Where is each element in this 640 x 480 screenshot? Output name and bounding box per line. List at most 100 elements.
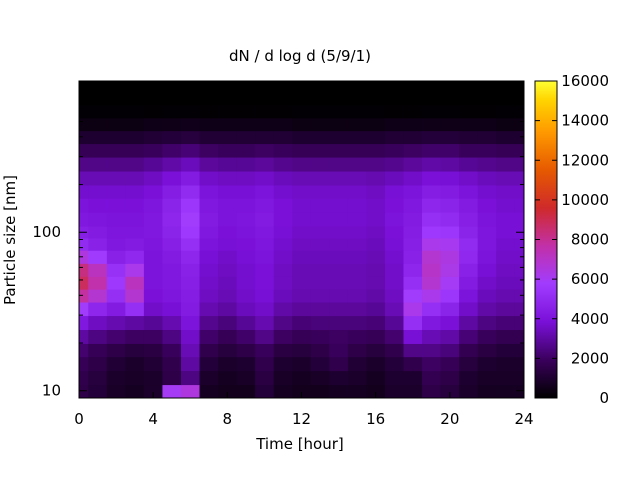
colorbar-tick-label: 10000 bbox=[561, 191, 609, 209]
heatmap-cell bbox=[514, 356, 524, 372]
heatmap-cell bbox=[218, 130, 238, 145]
heatmap-cell bbox=[403, 143, 423, 158]
heatmap-cell bbox=[255, 263, 275, 277]
heatmap-cell bbox=[180, 263, 201, 277]
heatmap-cell bbox=[310, 356, 330, 372]
heatmap-cell bbox=[347, 198, 367, 213]
heatmap-cell bbox=[199, 104, 219, 119]
heatmap-cell bbox=[459, 276, 479, 290]
heatmap-cell bbox=[422, 198, 442, 213]
heatmap-cell bbox=[273, 289, 293, 303]
heatmap-cell bbox=[496, 250, 516, 264]
heatmap-cell bbox=[514, 198, 524, 213]
heatmap-cell bbox=[384, 198, 405, 213]
heatmap-cell bbox=[162, 212, 182, 227]
heatmap-cell bbox=[477, 356, 497, 372]
heatmap-cell bbox=[199, 237, 219, 251]
heatmap-cell bbox=[218, 370, 238, 386]
heatmap-cell bbox=[310, 301, 330, 317]
heatmap-cell bbox=[366, 198, 386, 213]
heatmap-cell bbox=[236, 81, 256, 93]
heatmap-cell bbox=[143, 356, 164, 372]
heatmap-cell bbox=[366, 250, 386, 264]
heatmap-cell bbox=[347, 329, 367, 344]
heatmap-cell bbox=[218, 343, 238, 358]
heatmap-cell bbox=[384, 343, 405, 358]
heatmap-cell bbox=[329, 263, 349, 277]
heatmap-cell bbox=[347, 170, 367, 186]
heatmap-cell bbox=[422, 289, 442, 303]
heatmap-cell bbox=[310, 225, 330, 239]
heatmap-cell bbox=[255, 356, 275, 372]
heatmap-cell bbox=[273, 301, 293, 317]
heatmap-cell bbox=[236, 356, 256, 372]
colorbar-tick-label: 8000 bbox=[571, 231, 609, 249]
heatmap-cell bbox=[79, 370, 89, 386]
heatmap-cell bbox=[79, 198, 89, 213]
heatmap-cell bbox=[255, 250, 275, 264]
heatmap-cell bbox=[292, 184, 312, 199]
heatmap-cell bbox=[329, 301, 349, 317]
heatmap-cell bbox=[125, 329, 145, 344]
heatmap-cell bbox=[125, 370, 145, 386]
heatmap-cell bbox=[106, 104, 126, 119]
heatmap-cell bbox=[88, 289, 108, 303]
heatmap-cell bbox=[106, 384, 126, 398]
heatmap-cell bbox=[496, 356, 516, 372]
heatmap-cell bbox=[199, 156, 219, 172]
heatmap-cell bbox=[106, 276, 126, 290]
heatmap-cell bbox=[125, 130, 145, 145]
heatmap-cell bbox=[496, 329, 516, 344]
heatmap-cell bbox=[496, 301, 516, 317]
heatmap-cell bbox=[273, 91, 293, 106]
heatmap-cell bbox=[255, 384, 275, 398]
heatmap-cell bbox=[347, 212, 367, 227]
heatmap-cell bbox=[218, 301, 238, 317]
heatmap-cell bbox=[106, 81, 126, 93]
heatmap-cell bbox=[162, 156, 182, 172]
heatmap-cell bbox=[292, 156, 312, 172]
heatmap-cell bbox=[255, 117, 275, 132]
heatmap-cell bbox=[384, 91, 405, 106]
heatmap-cell bbox=[329, 81, 349, 93]
heatmap-cell bbox=[384, 370, 405, 386]
heatmap-cell bbox=[366, 315, 386, 331]
heatmap-cell bbox=[218, 329, 238, 344]
heatmap-cell bbox=[403, 117, 423, 132]
heatmap-cell bbox=[180, 301, 201, 317]
heatmap-cell bbox=[347, 156, 367, 172]
heatmap-cell bbox=[255, 343, 275, 358]
heatmap-cell bbox=[236, 276, 256, 290]
heatmap-cell bbox=[162, 315, 182, 331]
heatmap-cell bbox=[79, 329, 89, 344]
heatmap-cell bbox=[255, 104, 275, 119]
heatmap-cell bbox=[218, 263, 238, 277]
heatmap-cell bbox=[162, 301, 182, 317]
heatmap-cell bbox=[496, 384, 516, 398]
heatmap-cell bbox=[218, 143, 238, 158]
x-axis-label: Time [hour] bbox=[255, 435, 344, 453]
heatmap-cell bbox=[199, 370, 219, 386]
heatmap-cell bbox=[292, 356, 312, 372]
heatmap-cell bbox=[180, 81, 201, 93]
heatmap-cell bbox=[422, 370, 442, 386]
heatmap-cell bbox=[440, 263, 460, 277]
heatmap-cell bbox=[347, 104, 367, 119]
heatmap-cell bbox=[347, 117, 367, 132]
x-tick-label: 4 bbox=[148, 410, 158, 428]
heatmap-cell bbox=[310, 170, 330, 186]
heatmap-cell bbox=[143, 130, 164, 145]
heatmap-cell bbox=[180, 170, 201, 186]
heatmap-cell bbox=[255, 225, 275, 239]
heatmap-cell bbox=[162, 263, 182, 277]
heatmap-cell bbox=[366, 301, 386, 317]
heatmap-cell bbox=[403, 329, 423, 344]
heatmap-cell bbox=[236, 104, 256, 119]
heatmap-cell bbox=[366, 356, 386, 372]
heatmap-cell bbox=[422, 130, 442, 145]
heatmap-cell bbox=[143, 170, 164, 186]
heatmap-cell bbox=[514, 263, 524, 277]
heatmap-cell bbox=[162, 225, 182, 239]
heatmap-cell bbox=[459, 212, 479, 227]
heatmap-cell bbox=[329, 156, 349, 172]
